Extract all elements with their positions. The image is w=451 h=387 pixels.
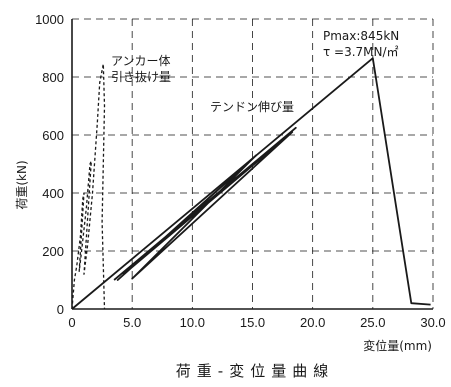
x-tick-label-6: 30.0 — [420, 315, 445, 330]
grid-lines — [72, 18, 434, 309]
peak-annotation-line1: Pmax:845kN — [323, 29, 399, 43]
x-tick-label-4: 20.0 — [300, 315, 325, 330]
y-tick-label-2: 400 — [42, 186, 64, 201]
axes — [71, 19, 433, 310]
x-tick-label-3: 15.0 — [240, 315, 265, 330]
y-tick-label-0: 0 — [57, 302, 64, 317]
anchor-annotation-line1: アンカー体 — [111, 54, 171, 68]
y-tick-label-3: 600 — [42, 128, 64, 143]
x-tick-label-0: 0 — [68, 315, 75, 330]
tick-labels: 0 200 400 600 800 1000 0 5.0 10.0 15.0 20.0 25.0 30.… — [35, 12, 446, 330]
tendon-annotation: テンドン伸び量 — [210, 100, 294, 114]
y-axis-label: 荷重(kN) — [15, 160, 29, 209]
y-tick-label-4: 800 — [42, 70, 64, 85]
series-line-1 — [113, 126, 297, 281]
y-tick-label-1: 200 — [42, 244, 64, 259]
series-line-0 — [71, 57, 431, 310]
x-tick-label-2: 10.0 — [180, 315, 205, 330]
y-tick-label-5: 1000 — [35, 12, 64, 27]
series-lines — [71, 57, 431, 310]
series-line-2 — [71, 63, 106, 310]
chart-caption: 荷重-変位量曲線 — [176, 362, 334, 380]
x-tick-label-1: 5.0 — [123, 315, 141, 330]
x-tick-label-5: 25.0 — [360, 315, 385, 330]
anchor-annotation-line2: 引き抜け量 — [111, 70, 171, 84]
x-axis-label: 変位量(mm) — [363, 338, 432, 353]
peak-annotation-line2: τ =3.7MN/㎡ — [323, 45, 399, 59]
